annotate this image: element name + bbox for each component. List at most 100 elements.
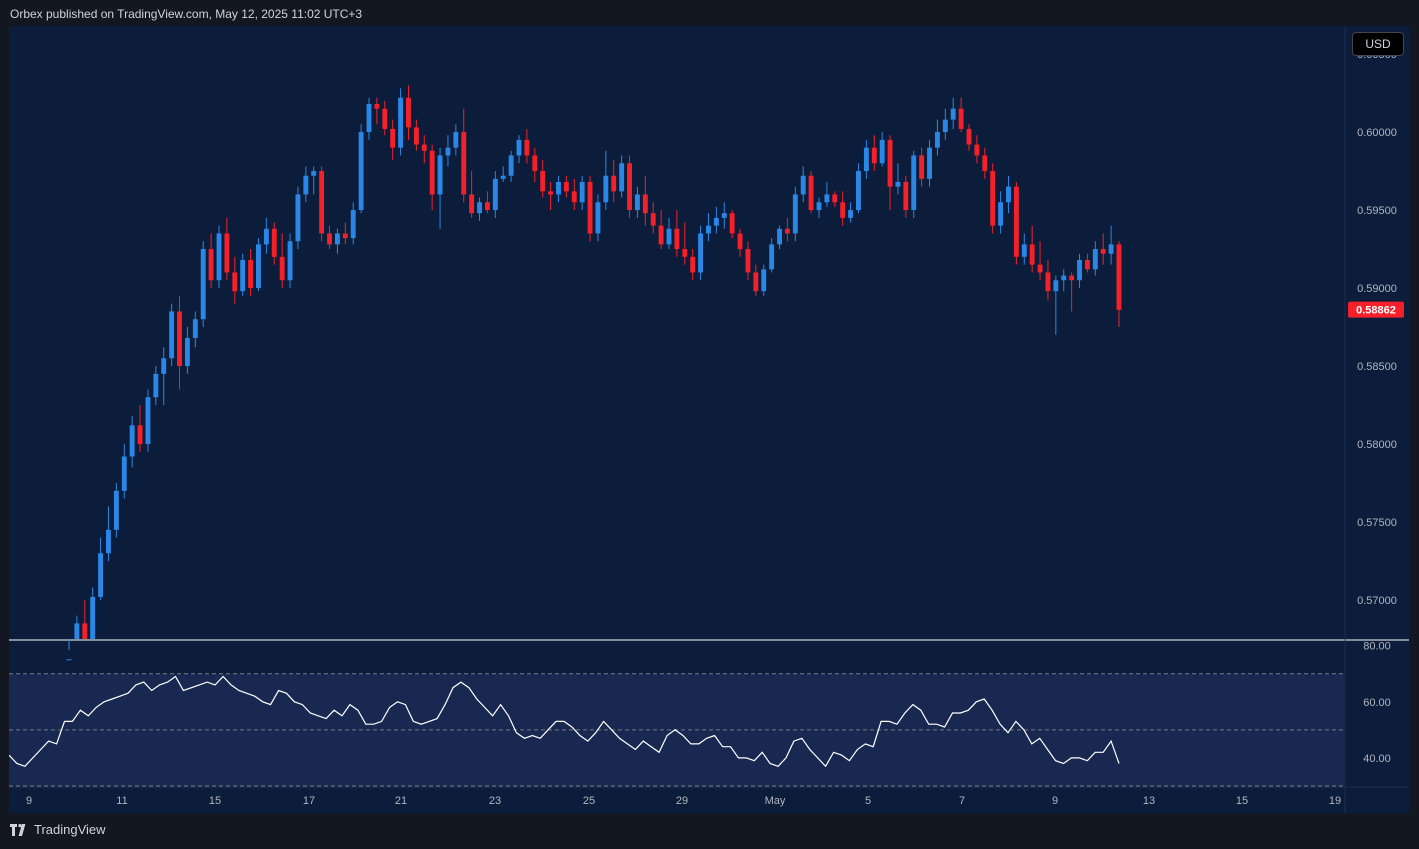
candle[interactable]: [800, 166, 806, 203]
candle[interactable]: [784, 217, 790, 242]
candle[interactable]: [706, 213, 711, 242]
candle[interactable]: [508, 150, 514, 182]
candle[interactable]: [848, 202, 854, 223]
candle[interactable]: [958, 97, 964, 133]
candle[interactable]: [982, 147, 988, 179]
candle[interactable]: [350, 202, 356, 245]
candle[interactable]: [74, 615, 80, 639]
candle[interactable]: [563, 175, 569, 198]
candle[interactable]: [871, 135, 877, 172]
candle[interactable]: [256, 238, 261, 292]
candle[interactable]: [177, 295, 182, 390]
candle[interactable]: [287, 233, 293, 289]
candle[interactable]: [200, 241, 206, 328]
candle[interactable]: [1108, 225, 1114, 265]
candle[interactable]: [106, 506, 111, 562]
candle[interactable]: [453, 124, 459, 156]
candle[interactable]: [1037, 241, 1043, 281]
candle[interactable]: [413, 119, 419, 151]
candle[interactable]: [406, 85, 411, 140]
candle[interactable]: [311, 166, 317, 195]
candle[interactable]: [934, 119, 940, 156]
candle[interactable]: [1053, 275, 1059, 335]
candle[interactable]: [658, 210, 664, 250]
candle[interactable]: [682, 222, 688, 265]
candle[interactable]: [366, 97, 372, 140]
candle[interactable]: [342, 222, 348, 245]
candle[interactable]: [863, 139, 869, 179]
candle[interactable]: [603, 150, 609, 211]
candle[interactable]: [974, 135, 980, 164]
candle[interactable]: [240, 253, 246, 296]
candle[interactable]: [556, 175, 561, 203]
candle[interactable]: [1084, 253, 1090, 273]
candle[interactable]: [224, 217, 230, 281]
candle[interactable]: [887, 135, 893, 211]
candle[interactable]: [1013, 181, 1019, 265]
candle[interactable]: [445, 135, 451, 167]
candle[interactable]: [208, 233, 214, 289]
candle[interactable]: [642, 175, 648, 226]
candle[interactable]: [595, 194, 601, 242]
rsi-series-line[interactable]: [8, 675, 1120, 768]
candle[interactable]: [374, 97, 380, 125]
candle[interactable]: [919, 147, 925, 187]
candle[interactable]: [634, 186, 640, 218]
candle[interactable]: [745, 241, 751, 281]
candle[interactable]: [540, 160, 546, 198]
candle[interactable]: [484, 191, 490, 214]
candle[interactable]: [1116, 241, 1122, 328]
candle[interactable]: [303, 166, 309, 203]
candle[interactable]: [327, 225, 332, 250]
candle[interactable]: [137, 405, 143, 452]
candle[interactable]: [769, 238, 775, 273]
candle[interactable]: [579, 175, 585, 211]
candle[interactable]: [998, 191, 1004, 234]
candle[interactable]: [840, 191, 846, 226]
chart-frame[interactable]: 0.605000.600000.595000.590000.585000.580…: [8, 26, 1409, 813]
candle[interactable]: [571, 178, 577, 211]
candle[interactable]: [721, 202, 727, 229]
candle[interactable]: [808, 171, 814, 214]
candle[interactable]: [927, 139, 932, 187]
candle[interactable]: [792, 186, 798, 242]
candle[interactable]: [1092, 241, 1098, 276]
candle[interactable]: [611, 160, 617, 203]
candle[interactable]: [358, 124, 364, 214]
candle[interactable]: [729, 210, 735, 239]
candle[interactable]: [334, 228, 340, 254]
candle[interactable]: [690, 249, 696, 281]
candle[interactable]: [461, 108, 467, 203]
candle[interactable]: [824, 181, 830, 207]
candle[interactable]: [737, 228, 743, 257]
candle[interactable]: [666, 217, 672, 250]
candle[interactable]: [129, 415, 135, 468]
candle[interactable]: [753, 264, 759, 296]
candle[interactable]: [319, 166, 325, 242]
candle[interactable]: [587, 175, 593, 242]
candle[interactable]: [619, 155, 625, 198]
candle[interactable]: [153, 366, 159, 406]
candle[interactable]: [500, 166, 506, 182]
candle[interactable]: [627, 155, 632, 218]
candle[interactable]: [698, 225, 704, 281]
candle[interactable]: [524, 128, 530, 164]
candle[interactable]: [1021, 233, 1027, 265]
candle[interactable]: [856, 163, 861, 214]
candle[interactable]: [895, 163, 901, 195]
candle[interactable]: [1077, 253, 1082, 289]
candle[interactable]: [950, 97, 956, 129]
candle[interactable]: [903, 175, 909, 218]
candle[interactable]: [879, 132, 885, 167]
candle[interactable]: [98, 537, 104, 601]
candle[interactable]: [777, 225, 782, 250]
candle[interactable]: [761, 264, 767, 296]
candle[interactable]: [832, 191, 838, 207]
candle[interactable]: [942, 108, 948, 140]
candle[interactable]: [1029, 225, 1035, 273]
candle[interactable]: [990, 163, 996, 234]
candle[interactable]: [429, 144, 435, 211]
candle[interactable]: [911, 150, 917, 218]
candle[interactable]: [1045, 259, 1051, 301]
candle[interactable]: [113, 483, 119, 538]
